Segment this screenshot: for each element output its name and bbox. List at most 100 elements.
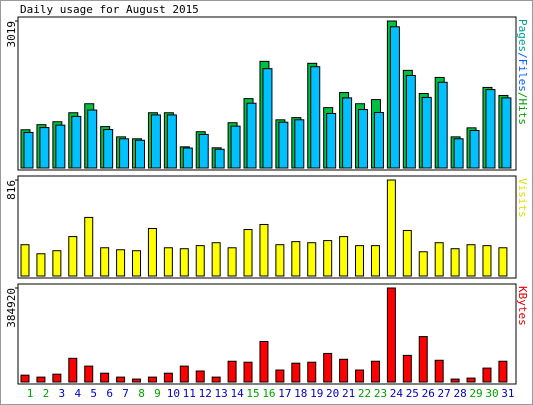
legend-entry: KBytes [516, 286, 529, 326]
x-tick-label: 31 [501, 387, 514, 400]
bar [150, 114, 161, 169]
legend-separator: / [516, 92, 529, 99]
x-tick-label: 8 [138, 387, 145, 400]
bar [466, 244, 476, 277]
legend-entry: Files [516, 59, 529, 92]
bar [179, 365, 189, 383]
bar [370, 245, 380, 277]
bar [389, 26, 400, 169]
legend-separator: / [516, 52, 529, 59]
bar [323, 352, 333, 383]
bar [243, 361, 253, 383]
bar [195, 245, 205, 277]
bar [418, 336, 428, 383]
bar [291, 241, 301, 277]
bar [402, 354, 412, 383]
legend: KBytes [516, 286, 529, 326]
bar [163, 372, 173, 383]
bar [262, 68, 273, 169]
bar [227, 360, 237, 383]
bar [498, 360, 508, 383]
bar [291, 362, 301, 383]
bar [132, 378, 142, 383]
bar [437, 81, 448, 169]
bar [87, 109, 98, 169]
bar [132, 250, 142, 277]
y-max-label: 3019 [5, 21, 18, 48]
x-tick-label: 30 [485, 387, 498, 400]
bar [179, 248, 189, 277]
bar [278, 121, 289, 169]
legend: Visits [516, 178, 529, 218]
x-tick-label: 21 [342, 387, 355, 400]
x-tick-label: 6 [106, 387, 113, 400]
bar [355, 369, 365, 383]
x-tick-label: 11 [183, 387, 196, 400]
legend: Pages/Files/Hits [516, 19, 529, 125]
x-tick-label: 17 [278, 387, 291, 400]
bar [450, 248, 460, 277]
bar [195, 370, 205, 383]
bar [482, 367, 492, 383]
x-tick-label: 20 [326, 387, 339, 400]
bar [310, 66, 321, 169]
x-tick-label: 4 [74, 387, 81, 400]
bar [339, 236, 349, 277]
bar [36, 253, 46, 277]
legend-entry: Visits [516, 178, 529, 218]
x-tick-label: 5 [90, 387, 97, 400]
bar [469, 130, 480, 169]
bar [119, 138, 130, 169]
bar [450, 378, 460, 383]
legend-entry: Pages [516, 19, 529, 52]
bar [307, 361, 317, 383]
x-tick-label: 13 [215, 387, 228, 400]
x-tick-label: 27 [438, 387, 451, 400]
bar [211, 376, 221, 383]
bar [100, 372, 110, 383]
x-tick-label: 26 [422, 387, 435, 400]
x-tick-label: 23 [374, 387, 387, 400]
bar [386, 179, 396, 277]
bar [434, 242, 444, 277]
bar [418, 251, 428, 277]
bar [211, 242, 221, 277]
x-tick-label: 2 [43, 387, 50, 400]
bar [23, 131, 34, 169]
x-tick-label: 15 [246, 387, 259, 400]
bar [36, 376, 46, 383]
x-tick-label: 19 [310, 387, 323, 400]
bar [355, 245, 365, 277]
bar [485, 89, 496, 169]
x-tick-label: 14 [230, 387, 244, 400]
bar [116, 376, 126, 383]
y-max-label: 816 [5, 180, 18, 200]
bar [163, 247, 173, 277]
bar [84, 216, 94, 277]
bar [466, 377, 476, 383]
bar [243, 229, 253, 277]
bar [182, 147, 193, 169]
bar [52, 250, 62, 277]
bar [307, 242, 317, 277]
bar [339, 358, 349, 383]
bar [259, 223, 269, 277]
bar [453, 138, 464, 169]
x-tick-label: 1 [27, 387, 34, 400]
x-tick-label: 25 [406, 387, 419, 400]
bar [39, 127, 50, 169]
bar [230, 125, 241, 169]
bar [68, 236, 78, 277]
bar [116, 249, 126, 277]
bar [147, 376, 157, 383]
y-max-label: 384920 [5, 288, 18, 328]
bar [421, 96, 432, 169]
x-tick-label: 22 [358, 387, 371, 400]
bar [259, 340, 269, 383]
bar [370, 360, 380, 383]
bar [84, 365, 94, 383]
chart-title: Daily usage for August 2015 [20, 3, 199, 16]
x-tick-label: 9 [154, 387, 161, 400]
bar [323, 240, 333, 277]
